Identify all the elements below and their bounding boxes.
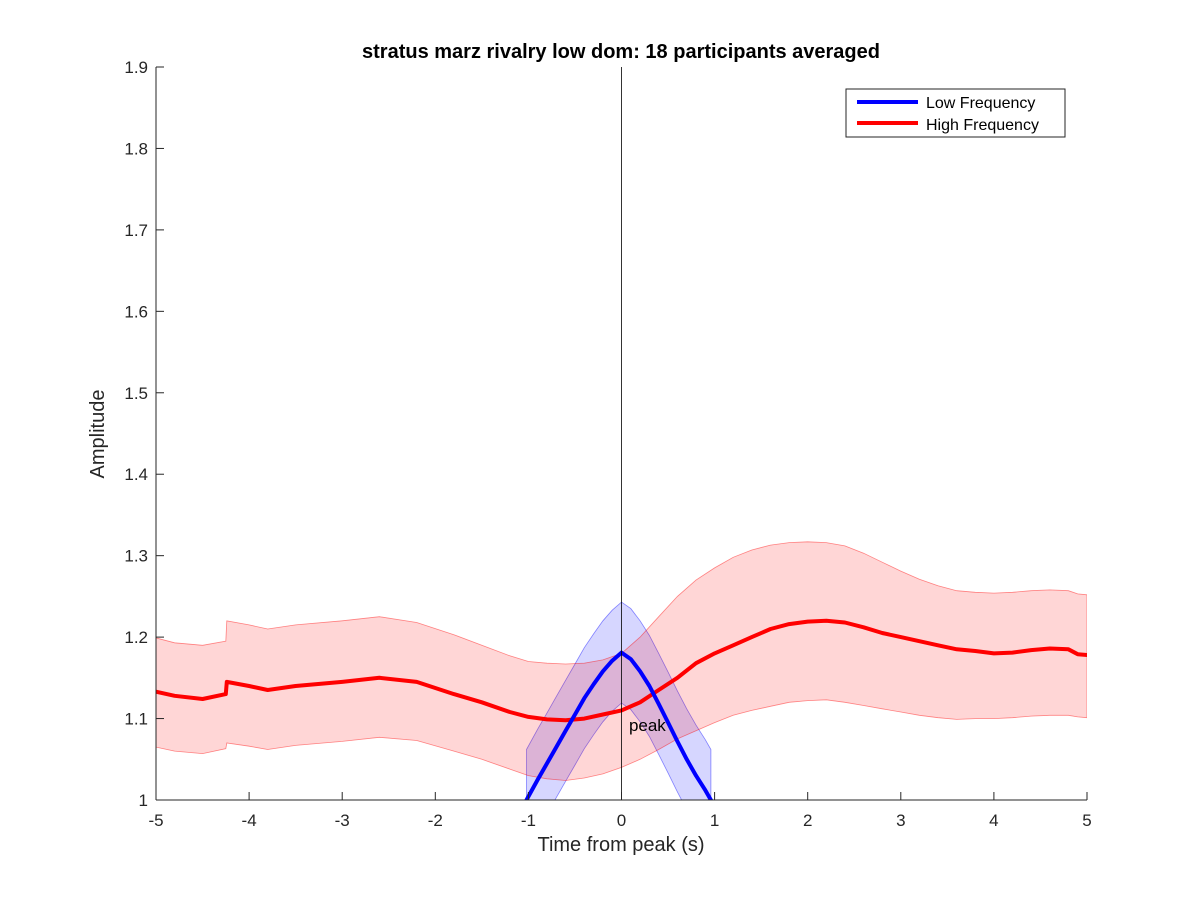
x-tick-label: -1 [521,811,536,830]
y-tick-label: 1.8 [124,139,148,158]
y-tick-label: 1.5 [124,384,148,403]
x-axis-label: Time from peak (s) [537,834,704,856]
y-tick-label: 1 [139,791,148,810]
legend: Low Frequency High Frequency [845,88,1066,138]
y-tick-label: 1.3 [124,547,148,566]
y-tick-label: 1.9 [124,58,148,77]
line-high-frequency [156,618,1087,723]
x-tick-label: 5 [1082,811,1091,830]
y-tick-label: 1.7 [124,221,148,240]
band-low-frequency [526,601,712,800]
y-tick-label: 1.1 [124,710,148,729]
y-axis-label: Amplitude [87,390,109,479]
chart-title: stratus marz rivalry low dom: 18 partici… [362,41,880,63]
x-tick-label: 1 [710,811,719,830]
y-tick-label: 1.4 [124,465,148,484]
x-tick-label: -3 [335,811,350,830]
x-tick-label: -5 [148,811,163,830]
legend-label-high-frequency: High Frequency [926,117,1039,134]
x-tick-label: 3 [896,811,905,830]
x-tick-label: -4 [242,811,257,830]
x-tick-label: -2 [428,811,443,830]
legend-label-low-frequency: Low Frequency [926,95,1035,112]
y-tick-label: 1.2 [124,628,148,647]
x-tick-label: 0 [617,811,626,830]
y-tick-label: 1.6 [124,302,148,321]
peak-annotation: peak [629,716,666,735]
x-tick-label: 4 [989,811,998,830]
legend-box [845,88,1066,138]
x-tick-label: 2 [803,811,812,830]
